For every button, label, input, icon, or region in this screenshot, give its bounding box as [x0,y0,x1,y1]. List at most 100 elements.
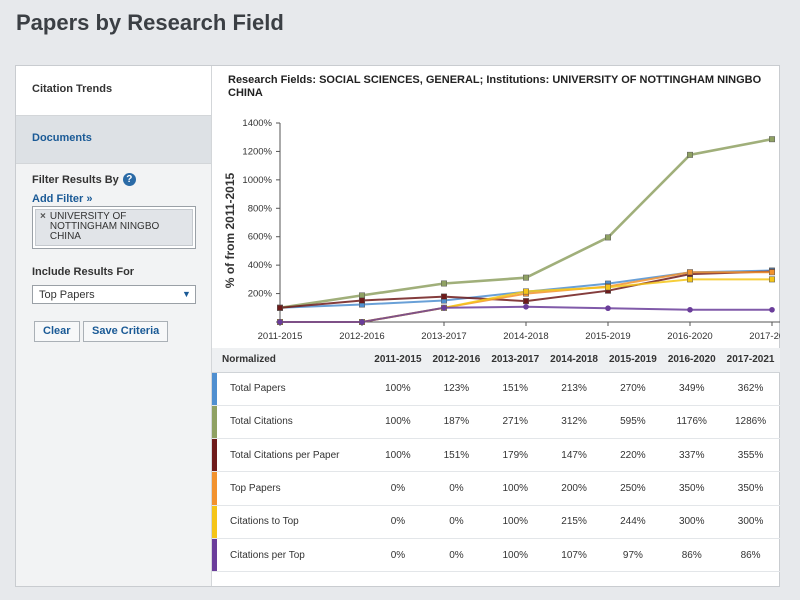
table-cell: 86% [721,538,780,573]
data-point[interactable] [441,280,447,287]
table-row-label: Total Papers [212,372,369,406]
data-point[interactable] [769,306,775,313]
help-icon[interactable]: ? [122,173,136,186]
filter-heading-label: Filter Results By [32,173,119,186]
table-cell: 200% [544,471,604,506]
series-color-swatch [212,405,217,439]
data-point[interactable] [605,234,611,241]
table-cell: 0% [427,538,486,573]
data-point[interactable] [687,276,693,283]
table-header-period: 2012-2016 [427,348,486,373]
table-cell: 350% [662,471,722,506]
remove-filter-icon[interactable]: × [40,211,46,222]
table-cell: 100% [485,538,545,573]
x-tick-label: 2011-2015 [258,331,303,342]
filter-chip-label: UNIVERSITY OF NOTTINGHAM NINGBO CHINA [49,211,160,242]
y-axis-label: % of from 2011-2015 [223,172,237,288]
data-point[interactable] [523,298,529,305]
add-filter-link[interactable]: Add Filter » [32,193,93,205]
table-row-label: Top Papers [212,471,369,506]
x-tick-label: 2016-2020 [667,331,712,342]
table-cell: 220% [603,438,663,473]
data-point[interactable] [687,151,693,158]
y-tick-label: 200% [248,289,273,300]
table-cell: 100% [368,438,427,473]
table-cell: 244% [603,505,663,539]
series-color-swatch [212,372,217,405]
x-tick-label: 2013-2017 [421,331,466,342]
table-cell: 147% [544,438,604,473]
sidebar-item-documents[interactable]: Documents [16,116,211,164]
series-color-swatch [212,505,217,538]
table-cell: 312% [544,405,604,440]
data-point[interactable] [523,303,529,310]
data-point[interactable] [523,274,529,281]
data-point[interactable] [769,136,775,143]
data-point[interactable] [769,269,775,276]
table-cell: 0% [368,471,427,506]
series-line-1 [279,137,773,310]
data-point[interactable] [359,297,365,304]
table-cell: 107% [544,538,604,573]
table-cell: 100% [485,505,545,539]
include-results-select[interactable]: Top Papers ▼ [32,285,196,304]
table-row-label: Total Citations per Paper [212,438,369,473]
table-row: Top Papers 0% 0% 100% 200% 250% 350% 350% [212,471,780,506]
data-point[interactable] [605,305,611,312]
table-cell: 97% [603,538,663,573]
x-tick-label: 2014-2018 [503,331,548,342]
series-color-swatch [212,538,217,572]
series-color-swatch [212,472,217,505]
sidebar-item-citation-trends[interactable]: Citation Trends [16,66,211,116]
data-point[interactable] [687,269,693,276]
series-color-swatch [212,439,217,472]
filter-chip: × UNIVERSITY OF NOTTINGHAM NINGBO CHINA [35,209,193,246]
table-cell: 187% [427,405,486,440]
chart-header: Research Fields: SOCIAL SCIENCES, GENERA… [228,74,762,99]
x-tick-label: 2015-2019 [585,331,630,342]
data-point[interactable] [769,276,775,283]
clear-button[interactable]: Clear [34,321,80,342]
table-row: Total Citations per Paper 100% 151% 179% 147… [212,438,780,473]
data-point[interactable] [359,292,365,299]
data-point[interactable] [605,284,611,291]
table-cell: 0% [368,505,427,539]
y-tick-label: 1200% [242,146,272,157]
table-cell: 213% [544,372,604,406]
table-row: Total Citations 100% 187% 271% 312% 595% 1176%… [212,405,780,440]
data-point[interactable] [441,293,447,300]
table-header-period: 2017-2021 [721,348,780,373]
data-point[interactable] [441,304,447,311]
data-point[interactable] [277,319,283,325]
table-cell: 179% [485,438,545,473]
data-point[interactable] [277,304,283,311]
table-cell: 86% [662,538,722,573]
table-cell: 350% [721,471,780,506]
table-cell: 0% [368,538,427,573]
y-tick-label: 800% [248,203,273,214]
table-row: Citations per Top 0% 0% 100% 107% 97% 86% 86% [212,538,780,573]
table-header-row: Normalized 2011-2015 2012-2016 2013-2017 201… [212,348,780,373]
normalized-table: Normalized 2011-2015 2012-2016 2013-2017 201… [212,348,780,573]
table-cell: 595% [603,405,663,440]
table-cell: 362% [721,372,780,406]
table-header-period: 2015-2019 [603,348,663,373]
save-criteria-button[interactable]: Save Criteria [83,321,169,342]
table-header-period: 2016-2020 [662,348,722,373]
y-tick-label: 400% [248,260,273,271]
table-row-label: Citations to Top [212,505,369,539]
table-header-period: 2014-2018 [544,348,604,373]
main-panel: Research Fields: SOCIAL SCIENCES, GENERA… [212,66,780,586]
table-cell: 215% [544,505,604,539]
table-cell: 151% [485,372,545,406]
filter-heading: Filter Results By ? [32,173,136,186]
table-cell: 151% [427,438,486,473]
data-point[interactable] [359,319,365,325]
table-cell: 0% [427,471,486,506]
data-point[interactable] [523,288,529,295]
y-tick-label: 1400% [242,118,272,129]
data-point[interactable] [687,306,693,313]
table-row: Total Papers 100% 123% 151% 213% 270% 349% 362% [212,372,780,406]
table-cell: 250% [603,471,663,506]
report-frame: Citation Trends Documents Filter Results… [15,65,780,587]
